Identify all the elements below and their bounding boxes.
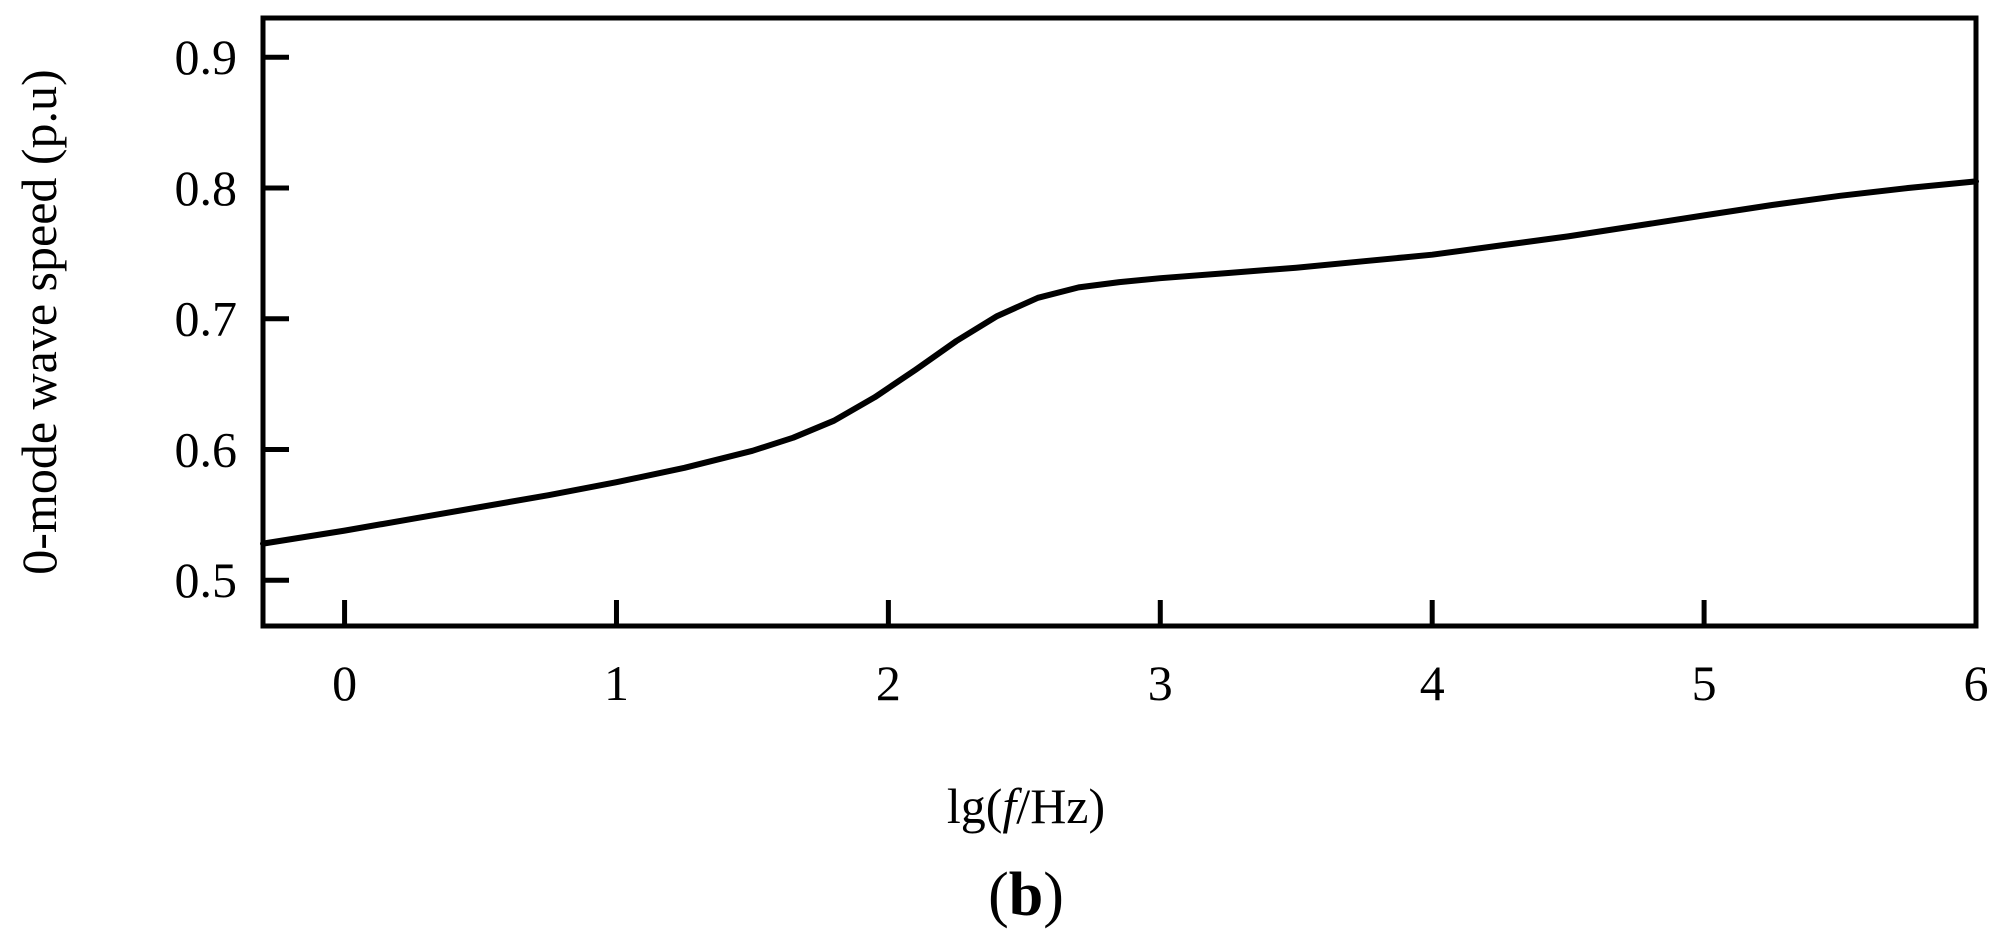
x-tick-label: 4 [1420, 655, 1445, 711]
y-tick-label: 0.8 [175, 160, 238, 216]
y-tick-label: 0.6 [175, 421, 238, 477]
y-tick-label: 0.9 [175, 29, 238, 85]
panel-label-letter: b [1009, 861, 1043, 929]
x-axis-ticks [342, 600, 1979, 626]
x-tick-label: 0 [332, 655, 357, 711]
y-axis-tick-labels: 0.5 0.6 0.7 0.8 0.9 [175, 29, 238, 608]
x-axis-label: lg(f/Hz) [947, 778, 1105, 834]
y-axis-ticks [263, 54, 289, 583]
x-tick-label: 6 [1964, 655, 1989, 711]
x-axis-tick-labels: 0 1 2 3 4 5 6 [332, 655, 1988, 711]
panel-label-close-paren: ) [1043, 861, 1064, 929]
x-tick-label: 5 [1692, 655, 1717, 711]
y-tick-label: 0.7 [175, 291, 238, 347]
panel-label: (b) [988, 861, 1064, 929]
x-tick-label: 3 [1148, 655, 1173, 711]
panel-label-open-paren: ( [988, 861, 1009, 929]
x-axis-label-prefix: lg( [947, 778, 1003, 834]
x-tick-label: 1 [604, 655, 629, 711]
x-tick-label: 2 [876, 655, 901, 711]
y-axis-label: 0-mode wave speed (p.u) [11, 69, 67, 574]
y-tick-label: 0.5 [175, 552, 238, 608]
x-axis-label-suffix: /Hz) [1016, 778, 1105, 834]
wave-speed-line [260, 178, 1979, 547]
plot-frame [260, 15, 1979, 629]
